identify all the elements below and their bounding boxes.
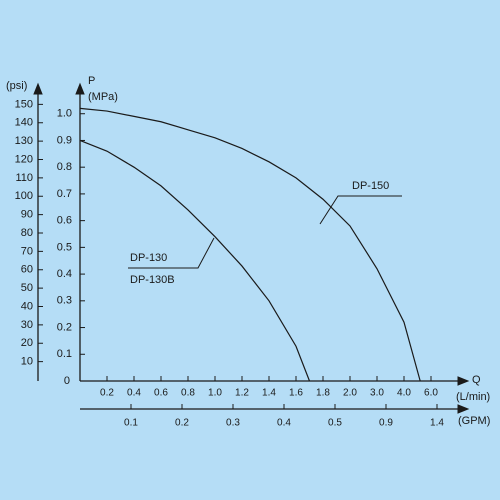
y-tick-label: 0.9: [57, 134, 72, 146]
x2-tick-label: 0.3: [226, 418, 240, 429]
y-tick-label: 0.1: [57, 348, 72, 360]
y2-tick-label: 100: [15, 190, 33, 202]
x-tick-label: 4.0: [397, 388, 411, 399]
y2-tick-label: 40: [21, 300, 33, 312]
x-tick-label: 1.0: [208, 388, 222, 399]
x-tick-label: 1.4: [262, 388, 276, 399]
leader-line: [319, 195, 402, 225]
y2-tick-label: 50: [21, 282, 33, 294]
x2-axis-arrow: [457, 404, 470, 414]
x2-tick-label: 0.1: [124, 418, 138, 429]
y-tick-label: 0.7: [57, 188, 72, 200]
y2-tick-label: 150: [15, 98, 33, 110]
x2-tick-label: 0.2: [175, 418, 189, 429]
y-tick-label: 0.3: [57, 295, 72, 307]
y2-tick-label: 120: [15, 153, 33, 165]
y-axis-arrow: [75, 82, 85, 95]
x-tick-label: 0.8: [181, 388, 195, 399]
y2-tick-label: 60: [21, 264, 33, 276]
x-axis-unit: (L/min): [456, 391, 490, 403]
y2-tick-label: 80: [21, 227, 33, 239]
x-tick-label: 1.6: [289, 388, 303, 399]
x-tick-label: 0.4: [127, 388, 141, 399]
y2-tick-label: 90: [21, 209, 33, 221]
y2-tick-label: 110: [15, 172, 33, 184]
x2-tick-label: 0.4: [277, 418, 291, 429]
y2-tick-label: 30: [21, 319, 33, 331]
y2-tick-label: 140: [15, 117, 33, 129]
y2-tick-label: 10: [21, 356, 33, 368]
x-tick-label: 0.2: [100, 388, 114, 399]
x-tick-label: 6.0: [424, 388, 438, 399]
y2-axis-label: (psi): [6, 80, 27, 92]
x-tick-label: 2.0: [343, 388, 357, 399]
y-tick-label: 1.0: [57, 108, 72, 120]
curve: [79, 107, 421, 382]
leader-line: [128, 237, 215, 269]
x-tick-label: 1.8: [316, 388, 330, 399]
x-tick-label: 3.0: [370, 388, 384, 399]
y2-tick-label: 20: [21, 337, 33, 349]
y2-axis-arrow: [33, 82, 43, 95]
y-tick-label: 0.8: [57, 161, 72, 173]
curve: [79, 139, 311, 382]
x2-tick-label: 1.4: [430, 418, 444, 429]
y-axis-unit: (MPa): [88, 91, 118, 103]
y2-tick-label: 130: [15, 135, 33, 147]
series-label: DP-130: [130, 252, 167, 264]
y-tick-label: 0: [64, 375, 70, 387]
y-axis-label: P: [88, 75, 95, 87]
x2-tick-label: 0.9: [379, 418, 393, 429]
series-label: DP-130B: [130, 274, 175, 286]
y-tick-label: 0.5: [57, 241, 72, 253]
x2-axis-label: (GPM): [458, 415, 490, 427]
series-label: DP-150: [352, 180, 389, 192]
x-axis-arrow: [457, 376, 470, 386]
y-tick-label: 0.2: [57, 321, 72, 333]
x-axis-label: Q: [472, 374, 481, 386]
y-tick-label: 0.4: [57, 268, 72, 280]
y-tick-label: 0.6: [57, 215, 72, 227]
x2-tick-label: 0.5: [328, 418, 342, 429]
y2-tick-label: 70: [21, 245, 33, 257]
x-tick-label: 0.6: [154, 388, 168, 399]
x-tick-label: 1.2: [235, 388, 249, 399]
